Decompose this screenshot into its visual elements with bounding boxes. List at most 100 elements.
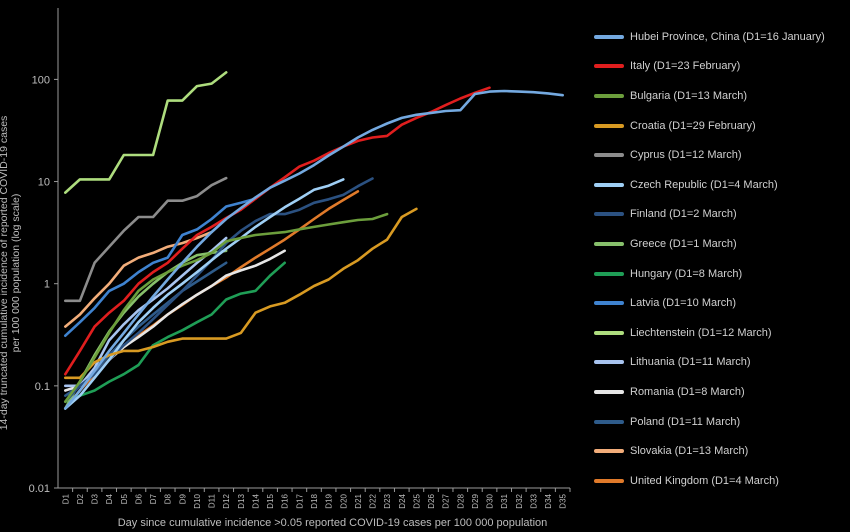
legend-swatch xyxy=(594,241,624,246)
legend-item: Hungary (D1=8 March) xyxy=(594,259,844,289)
y-tick-label: 10 xyxy=(38,177,50,189)
x-tick-label: D10 xyxy=(193,493,202,508)
x-tick-label: D33 xyxy=(529,493,538,508)
legend-item: Greece (D1=1 March) xyxy=(594,229,844,259)
legend-item: Bulgaria (D1=13 March) xyxy=(594,81,844,111)
series-line xyxy=(64,197,257,338)
x-tick-label: D13 xyxy=(237,493,246,508)
x-tick-label: D3 xyxy=(91,493,100,504)
legend-swatch xyxy=(594,182,624,187)
legend-label: Lithuania (D1=11 March) xyxy=(630,356,751,369)
legend-swatch xyxy=(594,301,624,306)
series-line xyxy=(64,71,228,194)
x-tick-label: D9 xyxy=(178,493,187,504)
series-line xyxy=(64,207,418,380)
x-tick-label: D4 xyxy=(105,493,114,504)
y-tick-label: 100 xyxy=(32,74,50,86)
legend-swatch xyxy=(594,93,624,98)
series-layer xyxy=(64,71,565,410)
series-line xyxy=(64,212,389,404)
x-tick-label: D31 xyxy=(500,493,509,508)
legend-item: Liechtenstein (D1=12 March) xyxy=(594,318,844,348)
series-line xyxy=(64,89,565,410)
legend-label: Latvia (D1=10 March) xyxy=(630,297,737,310)
legend-swatch xyxy=(594,271,624,276)
legend-swatch xyxy=(594,419,624,424)
y-axis-label: 14-day truncated cumulative incidence of… xyxy=(0,115,22,431)
x-tick-label: D14 xyxy=(251,493,260,508)
x-tick-label: D34 xyxy=(544,493,553,508)
tick-layer: 0.01 0.1 1 10 100 D1 D2 D3 D4 D5 D6 D7 D8 D9 D10 D11 D12… xyxy=(29,74,571,509)
legend-label: Hungary (D1=8 March) xyxy=(630,267,743,280)
x-tick-label: D23 xyxy=(383,493,392,508)
legend-item: Slovakia (D1=13 March) xyxy=(594,436,844,466)
legend-swatch xyxy=(594,123,624,128)
x-tick-label: D2 xyxy=(76,493,85,504)
x-tick-label: D1 xyxy=(61,493,70,504)
x-tick-label: D11 xyxy=(208,493,217,508)
series-line xyxy=(64,178,345,410)
series-line xyxy=(64,261,287,404)
x-tick-label: D20 xyxy=(339,493,348,508)
x-axis-label: Day since cumulative incidence >0.05 rep… xyxy=(117,517,548,529)
x-tick-label: D5 xyxy=(120,493,129,504)
x-tick-label: D15 xyxy=(266,493,275,508)
legend-label: Liechtenstein (D1=12 March) xyxy=(630,326,772,339)
x-tick-label: D35 xyxy=(559,493,568,508)
series-line xyxy=(64,230,213,328)
x-tick-label: D29 xyxy=(471,493,480,508)
legend-swatch xyxy=(594,449,624,454)
series-line xyxy=(64,176,228,303)
y-tick-label: 0.01 xyxy=(29,483,50,495)
legend-label: Cyprus (D1=12 March) xyxy=(630,149,742,162)
x-tick-label: D7 xyxy=(149,493,158,504)
legend-swatch xyxy=(594,478,624,483)
legend-label: Croatia (D1=29 February) xyxy=(630,119,756,132)
x-tick-label: D6 xyxy=(134,493,143,504)
x-tick-label: D30 xyxy=(486,493,495,508)
x-tick-label: D26 xyxy=(427,493,436,508)
series-line xyxy=(64,86,491,376)
x-tick-label: D19 xyxy=(325,493,334,508)
legend-item: Cyprus (D1=12 March) xyxy=(594,140,844,170)
legend-item: Latvia (D1=10 March) xyxy=(594,288,844,318)
x-tick-label: D22 xyxy=(369,493,378,508)
legend-label: Italy (D1=23 February) xyxy=(630,60,741,73)
x-tick-label: D32 xyxy=(515,493,524,508)
legend-item: Lithuania (D1=11 March) xyxy=(594,348,844,378)
legend-label: Czech Republic (D1=4 March) xyxy=(630,178,778,191)
y-tick-label: 0.1 xyxy=(35,381,50,393)
y-tick-label: 1 xyxy=(44,279,50,291)
legend-swatch xyxy=(594,64,624,69)
legend-swatch xyxy=(594,389,624,394)
x-tick-label: D21 xyxy=(354,493,363,508)
legend-label: United Kingdom (D1=4 March) xyxy=(630,474,779,487)
legend-item: Finland (D1=2 March) xyxy=(594,200,844,230)
x-tick-label: D16 xyxy=(281,493,290,508)
series-line xyxy=(64,190,360,410)
legend-item: Italy (D1=23 February) xyxy=(594,52,844,82)
legend-swatch xyxy=(594,34,624,39)
legend-label: Greece (D1=1 March) xyxy=(630,237,737,250)
legend-label: Romania (D1=8 March) xyxy=(630,385,745,398)
legend-item: Romania (D1=8 March) xyxy=(594,377,844,407)
x-tick-label: D24 xyxy=(398,493,407,508)
legend-label: Poland (D1=11 March) xyxy=(630,415,741,428)
legend-item: Poland (D1=11 March) xyxy=(594,407,844,437)
legend-label: Hubei Province, China (D1=16 January) xyxy=(630,30,825,43)
legend: Hubei Province, China (D1=16 January) Ita… xyxy=(594,22,844,496)
legend-swatch xyxy=(594,153,624,158)
x-tick-label: D18 xyxy=(310,493,319,508)
x-tick-label: D8 xyxy=(164,493,173,504)
legend-item: Czech Republic (D1=4 March) xyxy=(594,170,844,200)
legend-item: United Kingdom (D1=4 March) xyxy=(594,466,844,496)
x-tick-label: D25 xyxy=(412,493,421,508)
x-tick-label: D28 xyxy=(456,493,465,508)
legend-label: Finland (D1=2 March) xyxy=(630,208,737,221)
legend-item: Hubei Province, China (D1=16 January) xyxy=(594,22,844,52)
legend-label: Slovakia (D1=13 March) xyxy=(630,445,749,458)
legend-swatch xyxy=(594,360,624,365)
x-tick-label: D12 xyxy=(222,493,231,508)
legend-label: Bulgaria (D1=13 March) xyxy=(630,89,748,102)
